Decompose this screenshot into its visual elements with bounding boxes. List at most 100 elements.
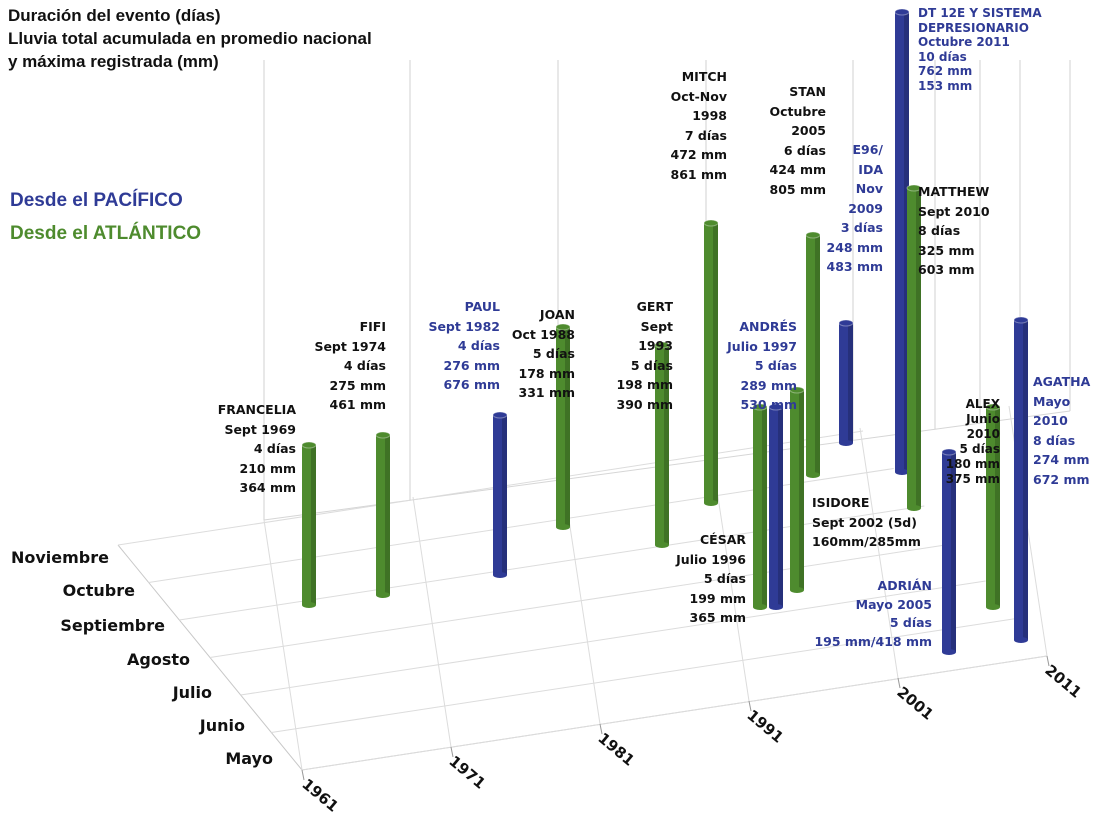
- event-label-line: 762 mm: [918, 64, 973, 78]
- bar-body: [769, 407, 783, 607]
- event-label-isidore: ISIDORE Sept 2002 (5d) 160mm/285mm: [812, 493, 921, 552]
- bar-top: [985, 403, 1001, 411]
- event-label-line: 276 mm: [443, 357, 501, 373]
- event-label-line: ALEX: [965, 397, 1000, 411]
- event-label-dt-12e-y-sistema-depresionario: DT 12E Y SISTEMA DEPRESIONARIO Octubre 201…: [918, 6, 1042, 93]
- event-label-line: 180 mm: [945, 457, 1000, 471]
- bar-bottom: [376, 592, 390, 598]
- event-label-line: Julio 1997: [727, 338, 797, 354]
- bar-body: [493, 415, 507, 575]
- event-label-line: 5 días: [630, 357, 673, 373]
- event-label-c-sar: CÉSAR Julio 1996 5 días 199 mm 365 mm: [676, 530, 746, 628]
- event-label-line: Octubre: [769, 103, 826, 119]
- event-label-line: 6 días: [783, 142, 826, 158]
- bar-top: [555, 323, 571, 331]
- bar-top: [838, 319, 854, 327]
- event-label-line: GERT: [636, 299, 673, 314]
- event-label-line: 2005: [791, 123, 826, 138]
- bar-body: [1014, 320, 1028, 640]
- event-label-line: 178 mm: [518, 365, 576, 381]
- event-label-line: 210 mm: [239, 460, 297, 476]
- bar-body: [790, 390, 804, 590]
- chart-title-line-1: Duración del evento (días): [8, 6, 221, 25]
- bar-bottom: [769, 604, 783, 610]
- event-label-line: Mayo: [1033, 393, 1071, 409]
- event-label-line: E96/: [852, 142, 884, 157]
- month-gridline: [301, 655, 1048, 771]
- event-label-line: 364 mm: [239, 480, 297, 495]
- event-label-line: PAUL: [464, 299, 500, 314]
- legend-item-atlantic: Desde el ATLÁNTICO: [10, 223, 202, 244]
- bar-bottom: [907, 505, 921, 511]
- bar-body: [376, 435, 390, 595]
- bar-top: [703, 219, 719, 227]
- bar-top: [768, 403, 784, 411]
- event-label-line: 3 días: [840, 220, 883, 235]
- event-label-line: 275 mm: [329, 377, 387, 393]
- year-tick-mark: [748, 700, 752, 712]
- bar-francelia: [301, 441, 317, 608]
- event-label-line: 5 días: [889, 615, 932, 630]
- event-label-line: 198 mm: [616, 377, 674, 392]
- bar-bottom: [790, 587, 804, 593]
- event-label-line: MATTHEW: [918, 184, 990, 199]
- event-label-line: 7 días: [684, 127, 727, 143]
- event-label-line: ISIDORE: [812, 495, 870, 510]
- bar-shade: [951, 452, 956, 652]
- event-label-line: 530 mm: [740, 397, 798, 412]
- y-tick-label: Julio: [172, 683, 212, 702]
- year-gridline: [859, 427, 899, 679]
- event-label-line: Mayo 2005: [855, 596, 932, 612]
- event-label-line: Sept 1982: [428, 318, 500, 334]
- event-label-line: Sept 1974: [314, 338, 386, 354]
- bar-body: [942, 452, 956, 652]
- bar-alex: [985, 403, 1001, 610]
- event-label-line: 5 días: [532, 346, 575, 361]
- event-label-line: 8 días: [1033, 432, 1076, 448]
- event-label-line: DEPRESIONARIO: [918, 20, 1029, 35]
- bar-body: [907, 188, 921, 508]
- bar-adri-n: [941, 448, 957, 655]
- event-label-line: 375 mm: [945, 472, 1000, 486]
- event-label-matthew: MATTHEW Sept 2010 8 días 325 mm 603 mm: [918, 182, 990, 280]
- y-tick-label: Junio: [199, 716, 245, 735]
- event-label-adri-n: ADRIÁN Mayo 2005 5 días 195 mm/418 mm: [814, 577, 932, 651]
- bar-shade: [995, 407, 1000, 607]
- bar-body: [986, 407, 1000, 607]
- event-label-line: 2010: [1033, 413, 1068, 428]
- event-label-line: 424 mm: [769, 162, 827, 177]
- bar-top: [906, 184, 922, 192]
- event-label-line: 325 mm: [918, 242, 975, 258]
- month-gridline: [209, 543, 956, 658]
- event-label-stan: STAN Octubre 2005 6 días 424 mm 805 mm: [769, 82, 826, 199]
- bar-shade: [762, 407, 767, 607]
- month-gridline: [240, 580, 986, 696]
- event-label-agatha: AGATHA Mayo 2010 8 días 274 mm 672 mm: [1033, 372, 1090, 489]
- event-label-line: 2009: [848, 200, 883, 216]
- bar-shade: [565, 327, 570, 527]
- event-label-line: Junio: [966, 412, 1000, 426]
- bar-bottom: [493, 572, 507, 578]
- event-label-line: AGATHA: [1033, 374, 1091, 389]
- bar-top: [654, 341, 670, 349]
- bar-e96-ida: [838, 319, 854, 446]
- bar-body: [704, 223, 718, 503]
- year-tick-mark: [301, 769, 305, 781]
- bar-mitch: [703, 219, 719, 506]
- event-label-paul: PAUL Sept 1982 4 días 276 mm 676 mm: [428, 297, 500, 395]
- event-label-line: 4 días: [253, 441, 296, 456]
- bar-paul: [492, 411, 508, 578]
- bar-c-sar: [752, 403, 768, 610]
- event-label-line: 861 mm: [670, 166, 728, 182]
- event-label-line: 10 días: [918, 49, 967, 64]
- event-label-line: Sept 2002 (5d): [812, 514, 917, 530]
- event-label-line: 153 mm: [918, 78, 973, 93]
- event-label-line: 5 días: [959, 442, 1000, 456]
- event-label-line: 676 mm: [443, 377, 501, 392]
- bar-body: [806, 235, 820, 475]
- bar-body: [839, 323, 853, 443]
- event-label-line: 8 días: [918, 223, 961, 238]
- event-label-line: 289 mm: [740, 377, 798, 393]
